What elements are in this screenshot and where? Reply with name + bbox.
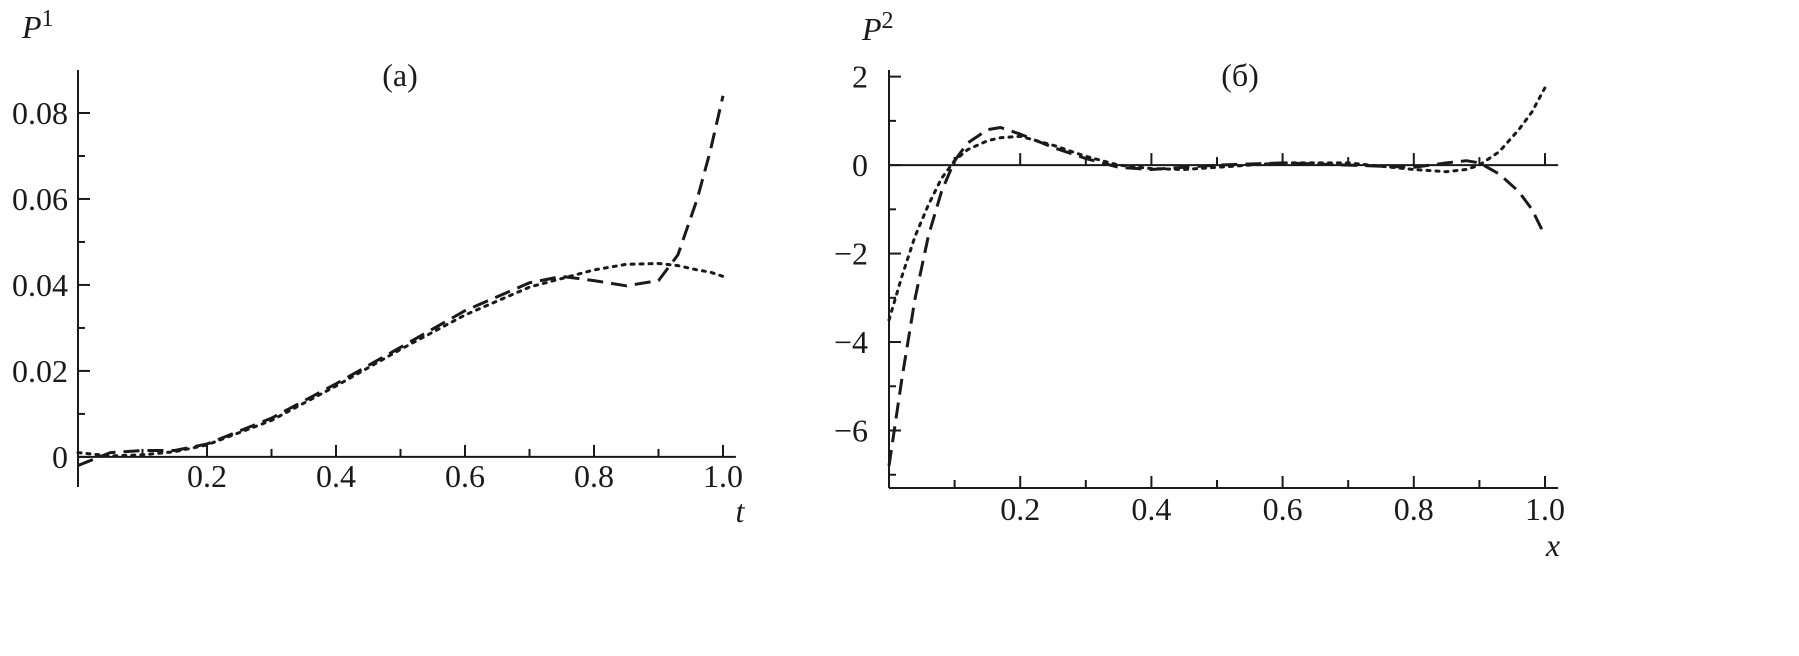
- y-label-base: P: [861, 11, 882, 47]
- y-tick-label: −4: [834, 324, 868, 360]
- y-label-sup: 1: [42, 6, 54, 32]
- y-axis-label: P2: [861, 8, 894, 47]
- y-axis-label: P1: [21, 6, 54, 45]
- x-tick-label: 0.4: [1131, 491, 1171, 527]
- x-tick-label: 0.2: [187, 458, 227, 494]
- y-tick-label: 0: [52, 439, 68, 475]
- x-tick-label: 0.4: [316, 458, 356, 494]
- y-tick-label: 0.08: [12, 95, 68, 131]
- x-tick-label: 0.8: [574, 458, 614, 494]
- y-tick-label: 0.02: [12, 353, 68, 389]
- data-line: [887, 86, 1547, 322]
- x-tick-label: 0.8: [1394, 491, 1434, 527]
- x-axis-label: x: [1545, 527, 1560, 563]
- y-tick-label: 0.04: [12, 267, 68, 303]
- panel-label: (б): [1221, 57, 1259, 93]
- y-tick-label: −6: [834, 412, 868, 448]
- data-line: [77, 95, 725, 467]
- data-line: [76, 262, 725, 458]
- data-line: [887, 126, 1547, 467]
- panel-label: (a): [382, 57, 418, 93]
- x-tick-label: 1.0: [703, 458, 743, 494]
- x-tick-label: 0.2: [1000, 491, 1040, 527]
- y-tick-label: 2: [852, 59, 868, 95]
- x-tick-label: 0.6: [445, 458, 485, 494]
- y-tick-label: 0.06: [12, 181, 68, 217]
- y-tick-label: 0: [852, 147, 868, 183]
- y-label-sup: 2: [882, 8, 894, 34]
- x-axis-label: t: [736, 493, 746, 529]
- y-label-base: P: [21, 9, 42, 45]
- x-tick-label: 0.6: [1263, 491, 1303, 527]
- y-tick-label: −2: [834, 236, 868, 272]
- x-tick-label: 1.0: [1525, 491, 1565, 527]
